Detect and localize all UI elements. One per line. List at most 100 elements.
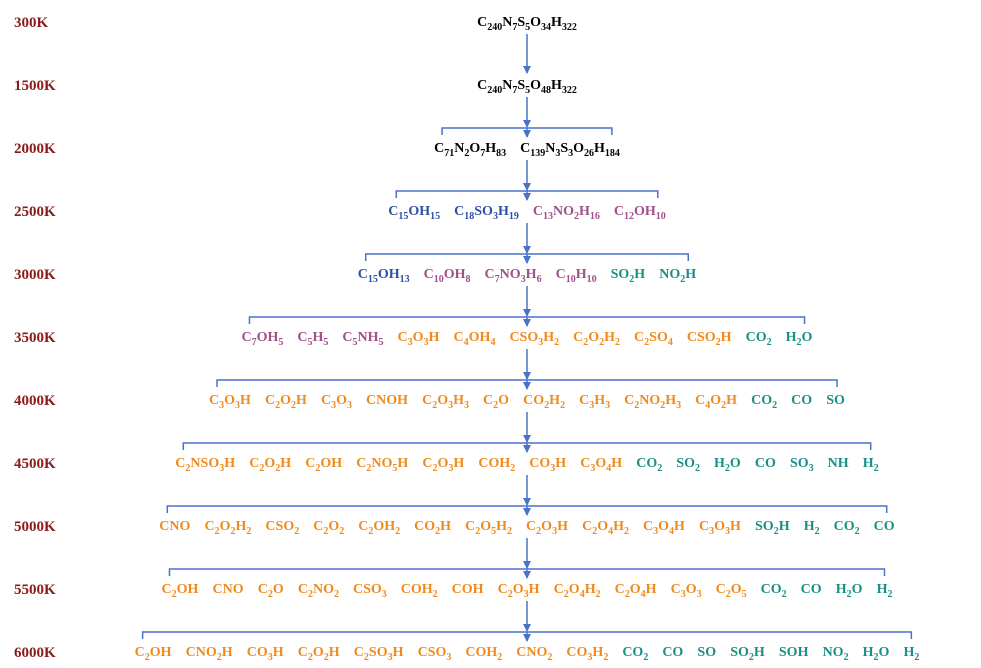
species-formula: H2 (863, 456, 879, 474)
species-formula: NH (828, 456, 849, 471)
temperature-label: 2000K (14, 141, 56, 157)
species-formula: C3O3H (209, 393, 251, 411)
species-formula: C2O2H (265, 393, 307, 411)
species-formula: SO (826, 393, 845, 408)
temperature-label: 3500K (14, 330, 56, 346)
species-formula: NO2 (823, 645, 849, 663)
species-formula: CO (662, 645, 683, 660)
species-formula: C2O2H2 (573, 330, 620, 348)
temperature-label: 4500K (14, 456, 56, 472)
species-formula: H2 (877, 582, 893, 600)
species-formula: CO2 (636, 456, 662, 474)
species-formula: C10OH8 (424, 267, 471, 285)
species-formula: C3O3H (398, 330, 440, 348)
species-formula: CO2 (622, 645, 648, 663)
species-formula: CO2 (746, 330, 772, 348)
species-formula: C2O5 (716, 582, 747, 600)
species-formula: C15OH13 (358, 267, 410, 285)
species-formula: C2O2H (298, 645, 340, 663)
species-formula: C2O3H3 (422, 393, 469, 411)
species-formula: C3O4H (580, 456, 622, 474)
species-formula: C2OH (135, 645, 172, 663)
temperature-label: 5000K (14, 519, 56, 535)
species-formula: C240N7S5O34H322 (477, 15, 577, 33)
species-formula: C2O4H (615, 582, 657, 600)
species-formula: C4O2H (695, 393, 737, 411)
species-formula: C3H3 (579, 393, 610, 411)
species-formula: C2O4H2 (582, 519, 629, 537)
species-formula: H2O (836, 582, 863, 600)
species-formula: CO3H (529, 456, 566, 474)
species-formula: CO3H2 (566, 645, 608, 663)
species-formula: C2NO5H (356, 456, 408, 474)
species-formula: C7NO3H6 (485, 267, 542, 285)
species-formula: C2SO3H (354, 645, 404, 663)
species-formula: CO (801, 582, 822, 597)
species-formula: CO (755, 456, 776, 471)
species-formula: C139N3S3O26H184 (520, 141, 620, 159)
species-formula: C71N2O7H83 (434, 141, 506, 159)
species-formula: CO (874, 519, 895, 534)
species-formula: C2O (258, 582, 284, 600)
temperature-label: 2500K (14, 204, 56, 220)
species-formula: SO (697, 645, 716, 660)
species-formula: CNO2 (516, 645, 552, 663)
species-formula: C15OH15 (388, 204, 440, 222)
species-formula: H2O (714, 456, 741, 474)
species-formula: COH2 (401, 582, 438, 600)
species-formula: NO2H (659, 267, 696, 285)
species-formula: CO3H (247, 645, 284, 663)
species-formula: CNOH (366, 393, 408, 408)
species-formula: SO3 (790, 456, 814, 474)
species-formula: CSO3 (418, 645, 452, 663)
species-formula: C2SO4 (634, 330, 673, 348)
temperature-label: 5500K (14, 582, 56, 598)
species-formula: C7OH5 (241, 330, 283, 348)
species-formula: C2NO2H3 (624, 393, 681, 411)
species-formula: SO2H (730, 645, 765, 663)
species-formula: C2NSO3H (175, 456, 235, 474)
species-formula: SO2H (611, 267, 646, 285)
species-formula: C2OH2 (358, 519, 400, 537)
temperature-label: 4000K (14, 393, 56, 409)
species-formula: C12OH10 (614, 204, 666, 222)
species-formula: SO2H (755, 519, 790, 537)
species-formula: SO2 (676, 456, 700, 474)
species-formula: C240N7S5O48H322 (477, 78, 577, 96)
species-formula: CSO2H (687, 330, 732, 348)
species-formula: C2O5H2 (465, 519, 512, 537)
species-formula: CNO (159, 519, 190, 534)
species-formula: C13NO2H16 (533, 204, 600, 222)
species-formula: CO2 (834, 519, 860, 537)
species-formula: C4OH4 (454, 330, 496, 348)
species-formula: C3O3 (671, 582, 702, 600)
temperature-label: 300K (14, 15, 49, 31)
species-formula: CNO (212, 582, 243, 597)
species-formula: C18SO3H19 (454, 204, 519, 222)
species-formula: C2O3H (422, 456, 464, 474)
species-formula: CO2H (414, 519, 451, 537)
species-formula: CO2 (751, 393, 777, 411)
species-formula: H2 (903, 645, 919, 663)
species-formula: C2O2H2 (205, 519, 252, 537)
species-formula: C5NH5 (342, 330, 383, 348)
species-formula: H2O (863, 645, 890, 663)
species-formula: SOH (779, 645, 809, 660)
temperature-label: 6000K (14, 645, 56, 661)
species-formula: C2O4H2 (554, 582, 601, 600)
species-formula: H2 (804, 519, 820, 537)
temperature-label: 1500K (14, 78, 56, 94)
species-formula: C2NO2 (298, 582, 339, 600)
temperature-label: 3000K (14, 267, 56, 283)
species-formula: C2OH (305, 456, 342, 474)
species-formula: CO (791, 393, 812, 408)
species-formula: C3O4H (643, 519, 685, 537)
species-formula: C3O3H (699, 519, 741, 537)
species-formula: CSO3 (353, 582, 387, 600)
species-formula: COH (452, 582, 484, 597)
species-formula: CO2H2 (523, 393, 565, 411)
species-formula: C2O3H (526, 519, 568, 537)
species-formula: C3O3 (321, 393, 352, 411)
species-formula: CNO2H (186, 645, 233, 663)
